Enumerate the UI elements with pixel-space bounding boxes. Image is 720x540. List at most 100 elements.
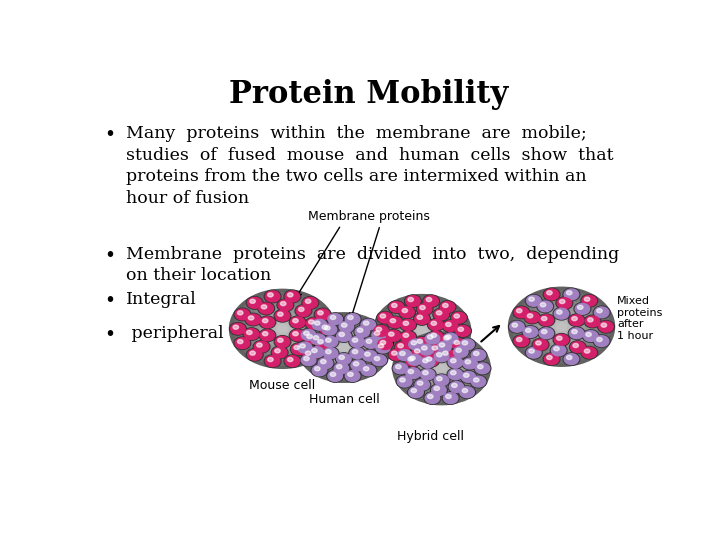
Circle shape [387, 316, 403, 328]
Circle shape [396, 349, 413, 361]
Circle shape [441, 333, 457, 346]
Circle shape [405, 319, 439, 343]
Circle shape [418, 304, 432, 315]
Circle shape [244, 329, 258, 340]
Circle shape [513, 335, 530, 347]
Circle shape [256, 309, 310, 349]
Circle shape [433, 362, 451, 375]
Circle shape [420, 369, 435, 380]
Circle shape [380, 314, 386, 318]
Circle shape [444, 321, 458, 332]
Circle shape [308, 346, 325, 359]
Circle shape [517, 294, 606, 360]
Circle shape [354, 326, 371, 338]
Circle shape [246, 330, 252, 335]
Circle shape [392, 362, 409, 375]
Circle shape [262, 319, 268, 323]
Circle shape [377, 298, 467, 364]
Circle shape [465, 360, 471, 364]
Circle shape [400, 330, 416, 343]
Circle shape [400, 307, 414, 318]
Text: +: + [306, 333, 320, 352]
Circle shape [302, 355, 316, 366]
Circle shape [305, 319, 383, 376]
Circle shape [426, 357, 432, 361]
Circle shape [309, 320, 314, 324]
Circle shape [305, 299, 311, 303]
Circle shape [260, 317, 274, 328]
Circle shape [350, 336, 364, 347]
Circle shape [462, 357, 478, 370]
Circle shape [408, 357, 413, 361]
Circle shape [297, 342, 312, 353]
Circle shape [581, 295, 598, 307]
Circle shape [554, 334, 569, 345]
Circle shape [585, 297, 590, 301]
Circle shape [303, 298, 318, 308]
Circle shape [420, 306, 426, 309]
Circle shape [317, 357, 334, 369]
Circle shape [570, 342, 585, 353]
Circle shape [530, 303, 593, 350]
Circle shape [320, 323, 334, 334]
Circle shape [312, 348, 318, 353]
Text: •: • [104, 246, 115, 265]
Circle shape [305, 318, 322, 330]
Circle shape [554, 347, 559, 351]
Circle shape [449, 369, 463, 380]
Circle shape [439, 301, 456, 313]
Circle shape [311, 319, 328, 331]
Circle shape [320, 360, 326, 363]
Circle shape [436, 364, 446, 372]
Circle shape [332, 339, 356, 357]
Circle shape [235, 338, 250, 349]
Circle shape [462, 341, 468, 345]
Circle shape [442, 320, 459, 332]
Circle shape [268, 357, 273, 362]
Circle shape [388, 317, 402, 328]
Circle shape [513, 306, 530, 319]
Text: •: • [104, 292, 115, 310]
Circle shape [302, 348, 319, 361]
Circle shape [595, 336, 609, 347]
Circle shape [523, 327, 538, 338]
Circle shape [572, 329, 577, 334]
Circle shape [330, 315, 336, 320]
Circle shape [417, 350, 467, 387]
Circle shape [278, 312, 283, 316]
Circle shape [316, 327, 372, 368]
Circle shape [393, 309, 451, 353]
Circle shape [528, 349, 534, 353]
Circle shape [274, 309, 291, 322]
Circle shape [418, 343, 435, 356]
Circle shape [355, 327, 369, 338]
Circle shape [393, 363, 408, 374]
Circle shape [372, 355, 387, 366]
Circle shape [463, 358, 477, 369]
Circle shape [446, 394, 451, 399]
Text: on their location: on their location [126, 267, 271, 284]
Circle shape [422, 346, 427, 350]
Circle shape [442, 392, 459, 404]
Circle shape [522, 326, 539, 338]
Text: Many  proteins  within  the  membrane  are  mobile;: Many proteins within the membrane are mo… [126, 125, 587, 142]
Circle shape [446, 322, 451, 327]
Circle shape [408, 338, 424, 350]
Circle shape [309, 321, 379, 374]
Circle shape [245, 313, 261, 326]
Circle shape [534, 307, 588, 347]
Circle shape [417, 327, 427, 335]
Circle shape [471, 350, 486, 361]
Circle shape [460, 387, 474, 397]
Text: hour of fusion: hour of fusion [126, 190, 249, 207]
Circle shape [538, 314, 554, 327]
Circle shape [572, 316, 577, 321]
Circle shape [451, 359, 456, 363]
Circle shape [451, 312, 466, 323]
Circle shape [378, 312, 392, 323]
Circle shape [552, 320, 571, 334]
Circle shape [409, 339, 423, 350]
Circle shape [376, 327, 382, 332]
Circle shape [526, 295, 542, 307]
Circle shape [540, 303, 546, 307]
